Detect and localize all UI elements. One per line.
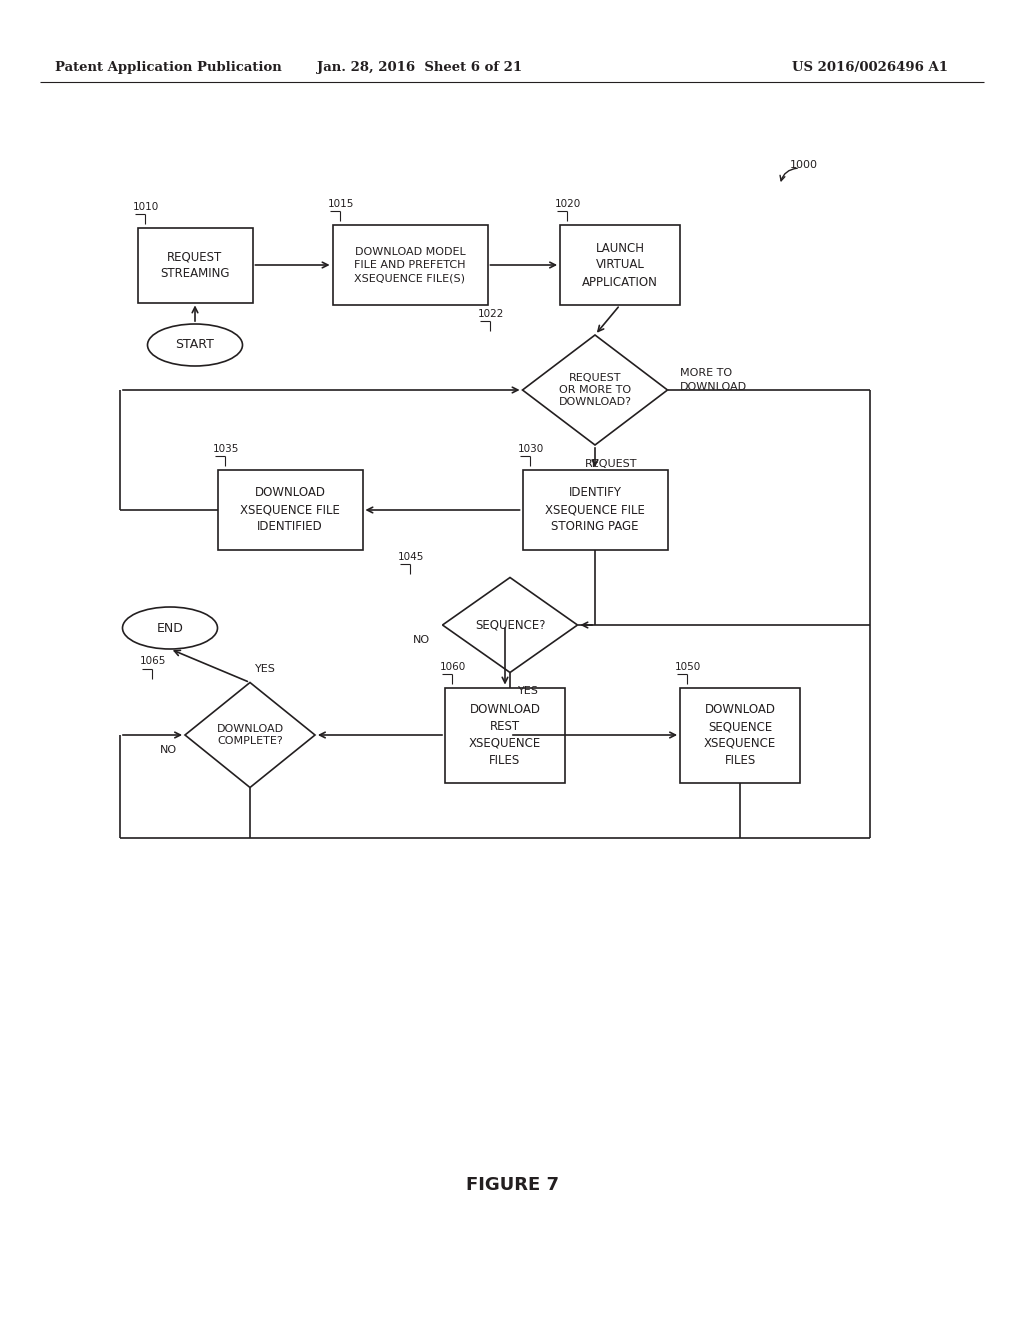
Text: 1022: 1022 <box>477 309 504 319</box>
Text: REQUEST: REQUEST <box>585 459 638 469</box>
Ellipse shape <box>123 607 217 649</box>
Text: 1000: 1000 <box>790 160 818 170</box>
Polygon shape <box>185 682 315 788</box>
Text: START: START <box>175 338 214 351</box>
Text: 1060: 1060 <box>440 661 466 672</box>
Polygon shape <box>442 578 578 672</box>
Text: DOWNLOAD
SEQUENCE
XSEQUENCE
FILES: DOWNLOAD SEQUENCE XSEQUENCE FILES <box>703 704 776 767</box>
Text: REQUEST
OR MORE TO
DOWNLOAD?: REQUEST OR MORE TO DOWNLOAD? <box>558 372 632 408</box>
Text: Patent Application Publication: Patent Application Publication <box>55 62 282 74</box>
Text: YES: YES <box>255 664 275 675</box>
Text: 1065: 1065 <box>140 656 166 667</box>
FancyBboxPatch shape <box>333 224 487 305</box>
Text: 1035: 1035 <box>213 444 239 454</box>
Text: 1020: 1020 <box>555 199 582 209</box>
Text: END: END <box>157 622 183 635</box>
FancyBboxPatch shape <box>217 470 362 550</box>
Text: DOWNLOAD
XSEQUENCE FILE
IDENTIFIED: DOWNLOAD XSEQUENCE FILE IDENTIFIED <box>240 487 340 533</box>
Text: DOWNLOAD
REST
XSEQUENCE
FILES: DOWNLOAD REST XSEQUENCE FILES <box>469 704 541 767</box>
Text: IDENTIFY
XSEQUENCE FILE
STORING PAGE: IDENTIFY XSEQUENCE FILE STORING PAGE <box>545 487 645 533</box>
Text: YES: YES <box>518 686 539 697</box>
Text: LAUNCH
VIRTUAL
APPLICATION: LAUNCH VIRTUAL APPLICATION <box>582 242 658 289</box>
Text: Jan. 28, 2016  Sheet 6 of 21: Jan. 28, 2016 Sheet 6 of 21 <box>317 62 522 74</box>
Text: 1045: 1045 <box>397 552 424 561</box>
Text: US 2016/0026496 A1: US 2016/0026496 A1 <box>792 62 948 74</box>
Text: 1030: 1030 <box>517 444 544 454</box>
Text: DOWNLOAD
COMPLETE?: DOWNLOAD COMPLETE? <box>216 723 284 746</box>
FancyBboxPatch shape <box>137 227 253 302</box>
Text: NO: NO <box>414 635 430 645</box>
Text: 1010: 1010 <box>132 202 159 211</box>
Text: FIGURE 7: FIGURE 7 <box>466 1176 558 1195</box>
Ellipse shape <box>147 323 243 366</box>
Text: NO: NO <box>160 744 177 755</box>
Text: REQUEST
STREAMING: REQUEST STREAMING <box>160 249 229 280</box>
FancyBboxPatch shape <box>680 688 800 783</box>
Text: SEQUENCE?: SEQUENCE? <box>475 619 545 631</box>
FancyBboxPatch shape <box>445 688 565 783</box>
FancyBboxPatch shape <box>560 224 680 305</box>
Text: 1050: 1050 <box>675 661 701 672</box>
Text: 1015: 1015 <box>328 199 354 209</box>
Text: DOWNLOAD MODEL
FILE AND PREFETCH
XSEQUENCE FILE(S): DOWNLOAD MODEL FILE AND PREFETCH XSEQUEN… <box>354 247 466 284</box>
FancyBboxPatch shape <box>522 470 668 550</box>
Text: MORE TO
DOWNLOAD: MORE TO DOWNLOAD <box>680 368 746 392</box>
Polygon shape <box>522 335 668 445</box>
